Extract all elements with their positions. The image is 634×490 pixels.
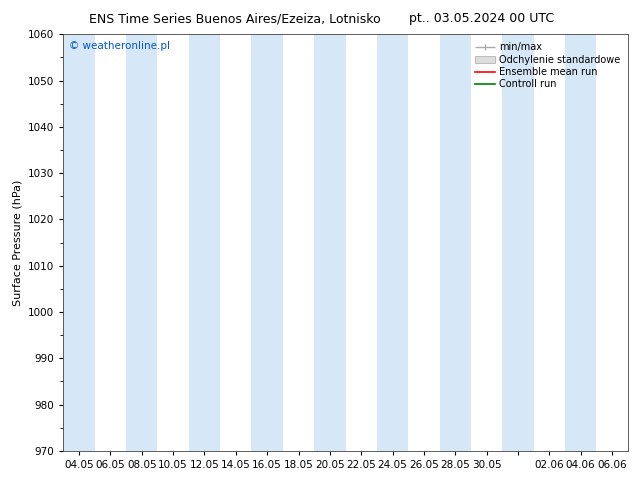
Bar <box>63 34 94 451</box>
Y-axis label: Surface Pressure (hPa): Surface Pressure (hPa) <box>13 179 23 306</box>
Bar <box>189 34 220 451</box>
Bar <box>126 34 157 451</box>
Bar <box>377 34 408 451</box>
Bar <box>565 34 597 451</box>
Text: © weatheronline.pl: © weatheronline.pl <box>69 41 170 50</box>
Text: pt.. 03.05.2024 00 UTC: pt.. 03.05.2024 00 UTC <box>410 12 554 25</box>
Bar <box>314 34 346 451</box>
Bar <box>252 34 283 451</box>
Bar <box>502 34 534 451</box>
Text: ENS Time Series Buenos Aires/Ezeiza, Lotnisko: ENS Time Series Buenos Aires/Ezeiza, Lot… <box>89 12 380 25</box>
Bar <box>439 34 471 451</box>
Legend: min/max, Odchylenie standardowe, Ensemble mean run, Controll run: min/max, Odchylenie standardowe, Ensembl… <box>472 39 623 92</box>
